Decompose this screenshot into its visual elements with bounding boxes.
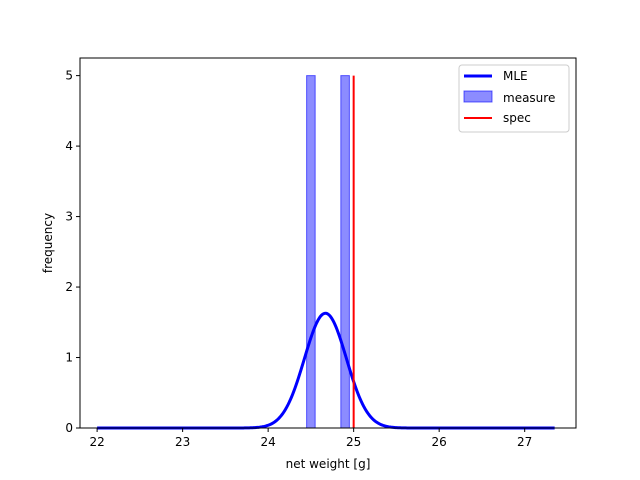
legend-label-spec: spec	[503, 111, 531, 125]
axes-frame	[79, 57, 577, 429]
x-tick-label: 25	[346, 435, 361, 449]
y-axis: 0 1 2 3 4 5	[65, 69, 80, 435]
y-axis-label: frequency	[41, 213, 55, 273]
legend-box	[458, 64, 570, 133]
legend: MLE measure spec	[458, 64, 570, 133]
legend-label-mle: MLE	[503, 69, 528, 83]
y-tick-label: 3	[65, 210, 73, 224]
x-axis: 22 23 24 25 26 27	[89, 428, 532, 449]
x-tick-label: 26	[432, 435, 447, 449]
x-tick-label: 24	[260, 435, 275, 449]
y-tick-label: 4	[65, 139, 73, 153]
y-tick-label: 0	[65, 421, 73, 435]
y-tick-label: 2	[65, 280, 73, 294]
histogram-bar-0	[306, 75, 316, 429]
x-tick-label: 22	[89, 435, 104, 449]
x-axis-label: net weight [g]	[286, 457, 371, 471]
legend-handle-measure	[463, 90, 493, 103]
x-tick-label: 27	[517, 435, 532, 449]
histogram-bar-1	[340, 75, 350, 429]
y-tick-label: 5	[65, 69, 73, 83]
legend-label-measure: measure	[503, 91, 555, 105]
y-tick-label: 1	[65, 351, 73, 365]
x-tick-label: 23	[175, 435, 190, 449]
